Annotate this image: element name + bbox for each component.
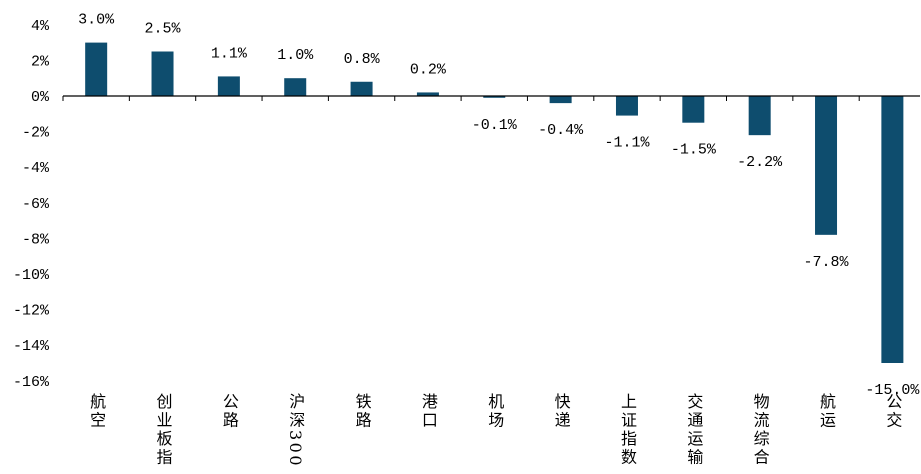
y-tick-label: -10% [13, 267, 50, 284]
value-label-6: 0.2% [410, 61, 447, 78]
value-label-4: 1.0% [277, 47, 314, 64]
category-label-8: 快递 [551, 393, 571, 430]
category-label-13: 公交 [883, 393, 903, 430]
value-label-13: -15.0% [865, 382, 920, 399]
category-label-6: 港口 [418, 393, 438, 430]
category-label-11: 物流综合 [750, 393, 770, 467]
value-label-9: -1.1% [604, 135, 650, 152]
value-label-10: -1.5% [671, 142, 717, 159]
bar-5 [350, 81, 373, 96]
value-label-2: 2.5% [145, 21, 182, 38]
value-label-5: 0.8% [344, 51, 381, 68]
bar-6 [416, 92, 439, 96]
y-tick-label: 2% [31, 53, 50, 70]
y-tick-label: -6% [22, 196, 50, 213]
bar-9 [615, 96, 638, 116]
y-tick-label: -16% [13, 374, 50, 391]
value-label-12: -7.8% [804, 254, 850, 271]
y-tick-label: 0% [31, 89, 50, 106]
category-label-9: 上证指数 [617, 393, 637, 467]
bar-10 [682, 96, 705, 123]
y-tick-label: 4% [31, 18, 50, 35]
bar-3 [217, 76, 240, 96]
category-label-1: 航空 [87, 393, 107, 430]
bar-13 [881, 96, 904, 363]
category-label-5: 铁路 [352, 393, 372, 430]
bar-12 [815, 96, 838, 235]
category-label-7: 机场 [485, 393, 505, 430]
category-label-10: 交通运输 [684, 393, 704, 467]
value-label-7: -0.1% [472, 117, 518, 134]
category-label-3: 公路 [219, 393, 239, 430]
category-label-4: 沪深300 [286, 393, 306, 469]
category-label-2: 创业板指 [153, 393, 173, 467]
bar-7 [483, 96, 506, 98]
bar-4 [284, 78, 307, 96]
value-label-8: -0.4% [538, 122, 584, 139]
y-tick-label: -8% [22, 231, 50, 248]
value-label-11: -2.2% [737, 154, 783, 171]
y-tick-label: -14% [13, 338, 50, 355]
y-tick-label: -12% [13, 303, 50, 320]
value-label-1: 3.0% [78, 12, 115, 29]
category-label-12: 航运 [817, 393, 837, 430]
bar-1 [85, 42, 108, 96]
value-label-3: 1.1% [211, 45, 248, 62]
bar-11 [748, 96, 771, 136]
y-tick-label: -4% [22, 160, 50, 177]
bar-8 [549, 96, 572, 104]
y-tick-label: -2% [22, 125, 50, 142]
bar-2 [151, 51, 174, 96]
